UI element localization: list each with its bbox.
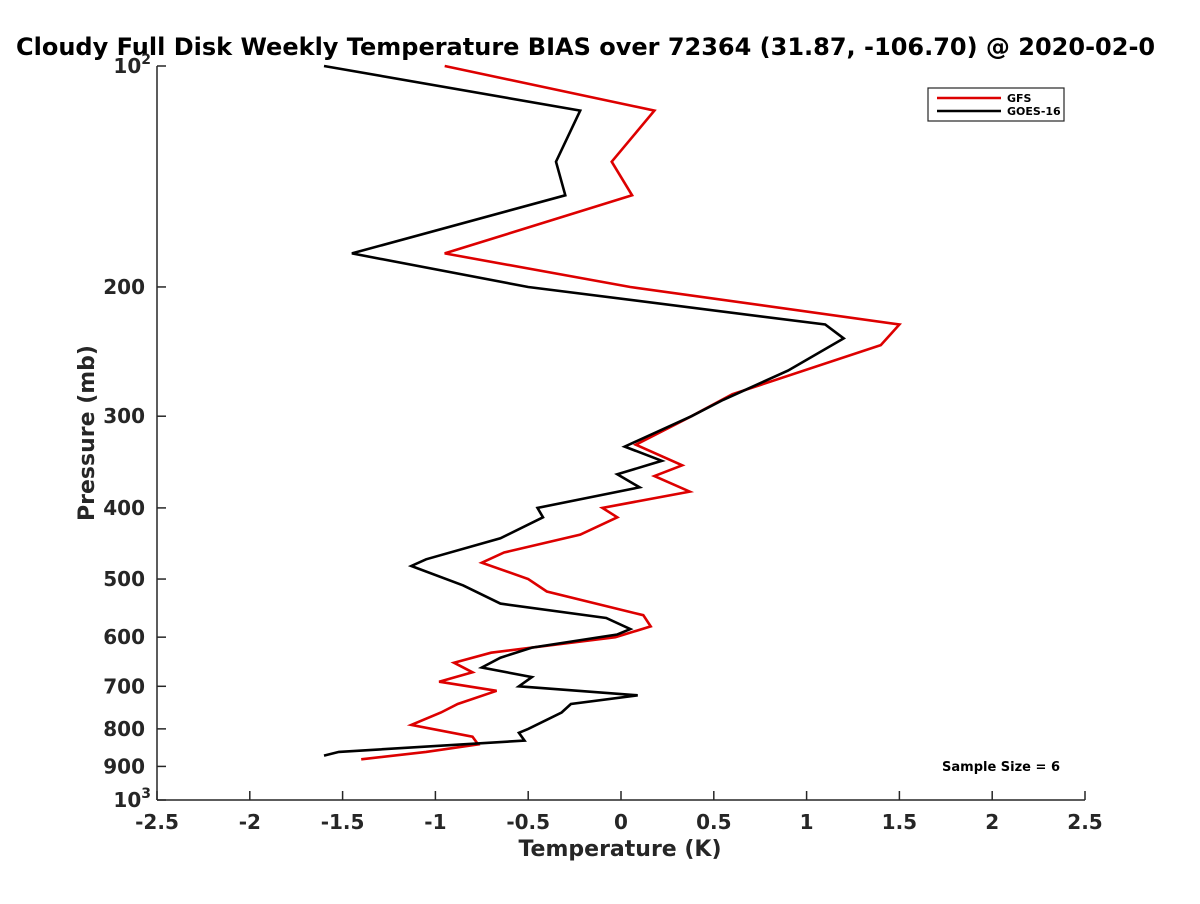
y-tick-label: 900 — [103, 754, 145, 778]
chart-title: Cloudy Full Disk Weekly Temperature BIAS… — [16, 33, 1155, 61]
y-axis-label: Pressure (mb) — [75, 345, 100, 521]
y-tick-label: 500 — [103, 567, 145, 591]
legend-box — [927, 87, 1065, 122]
x-tick-label: -1.5 — [321, 810, 365, 834]
legend-label: GOES-16 — [1007, 105, 1061, 118]
x-axis-label: Temperature (K) — [518, 837, 721, 862]
series-line-gfs — [361, 64, 903, 761]
sample-size-annotation: Sample Size = 6 — [942, 760, 1060, 775]
x-tick-label: 0 — [614, 810, 628, 834]
x-tick-label: -2.5 — [135, 810, 179, 834]
x-tick-label: -1 — [424, 810, 446, 834]
x-tick-label: 1.5 — [882, 810, 917, 834]
x-tick-label: -0.5 — [506, 810, 550, 834]
x-tick-label: 0.5 — [696, 810, 731, 834]
y-tick-label: 800 — [103, 717, 145, 741]
y-tick-label: 700 — [103, 674, 145, 698]
x-tick-label: 2 — [985, 810, 999, 834]
y-tick-label: 400 — [103, 496, 145, 520]
y-tick-label: 200 — [103, 275, 145, 299]
x-tick-label: 1 — [800, 810, 814, 834]
legend-label: GFS — [1007, 92, 1032, 105]
x-tick-label: 2.5 — [1067, 810, 1102, 834]
y-tick-label: 102 — [113, 52, 151, 78]
y-tick-label: 300 — [103, 404, 145, 428]
y-tick-label: 103 — [113, 786, 151, 812]
series-line-goes-16 — [323, 64, 847, 757]
x-tick-label: -2 — [239, 810, 261, 834]
y-tick-label: 600 — [103, 625, 145, 649]
